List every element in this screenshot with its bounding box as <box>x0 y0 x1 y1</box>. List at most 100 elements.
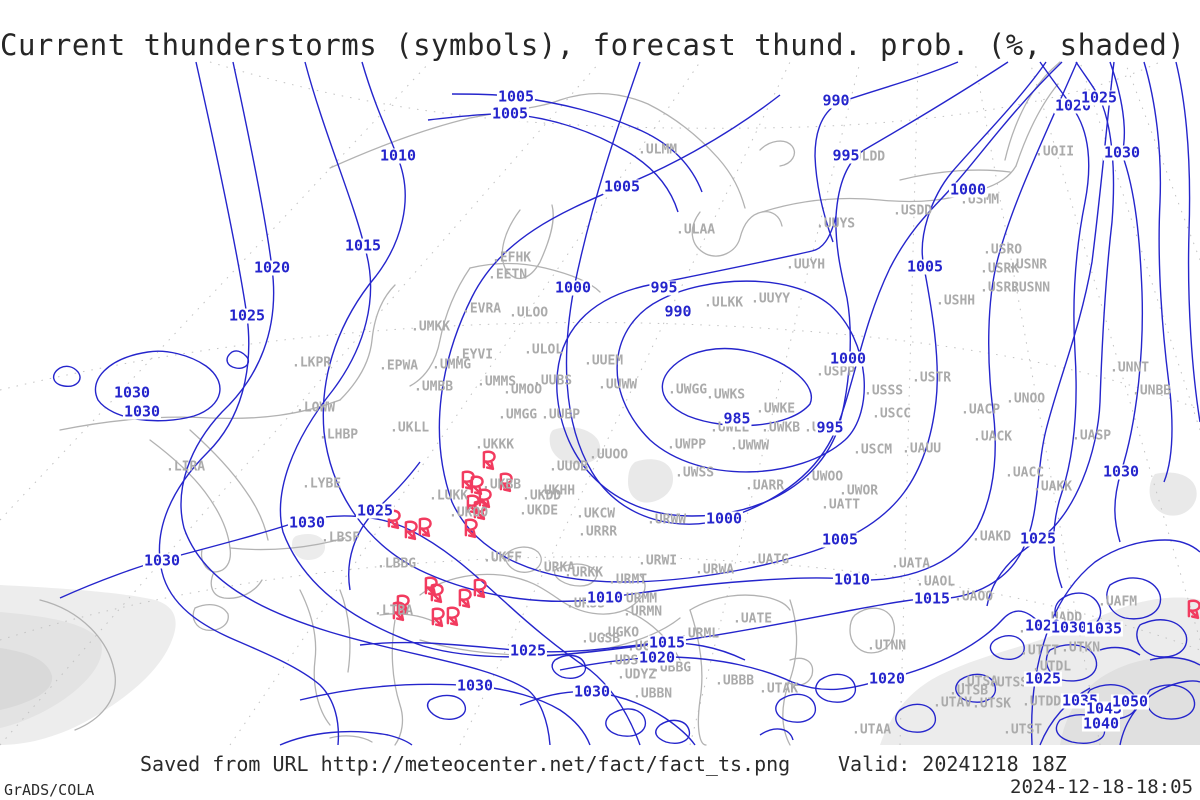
isobar-line <box>1039 687 1091 746</box>
coastline <box>39 599 116 731</box>
thunderstorm-icon <box>482 450 496 471</box>
station-label: .UTSS <box>989 675 1029 691</box>
isobar-label: 1030 <box>122 402 162 421</box>
station-label: .URWA <box>695 562 735 578</box>
isobar-label: 1000 <box>553 278 593 297</box>
isobar-line <box>814 61 959 243</box>
isobar-label: 1020 <box>637 648 677 667</box>
station-label: .UDYZ <box>617 667 657 683</box>
station-label: .UKFF <box>483 550 523 566</box>
isobar-line <box>759 728 794 741</box>
graticule-line <box>0 556 1200 651</box>
isobar-label: 1000 <box>948 180 988 199</box>
isobar-label: 1000 <box>704 509 744 528</box>
station-label: .URWW <box>647 512 687 528</box>
station-label: .UUWW <box>598 377 638 393</box>
coastline <box>504 546 542 573</box>
station-label: .UMMS <box>477 374 517 390</box>
station-label: .UKBB <box>482 477 522 493</box>
valid-time-label: Valid: 20241218 18Z <box>838 752 1067 776</box>
graticule-line <box>974 61 1101 746</box>
station-label: .USCM <box>853 442 893 458</box>
isobar-label: 995 <box>649 278 679 297</box>
station-label: .URML <box>680 626 720 642</box>
station-label: .UWWW <box>730 438 770 454</box>
isobar-label: 1005 <box>490 104 530 123</box>
station-label: .UDSG <box>607 653 647 669</box>
graticule-line <box>209 61 1161 129</box>
station-label: .UTNN <box>867 638 907 654</box>
station-label: .ULMM <box>638 142 678 158</box>
station-label: .UNOO <box>1006 391 1046 407</box>
probability-shade <box>1149 472 1197 516</box>
coastline <box>339 589 351 673</box>
station-label: .URMN <box>623 604 663 620</box>
coastline <box>59 399 341 431</box>
isobar-line <box>279 61 1115 658</box>
isobar-line <box>556 61 1009 517</box>
coastline <box>1015 83 1059 167</box>
isobar-label: 1030 <box>572 682 612 701</box>
station-label: .UTSA <box>959 674 999 690</box>
coastline <box>379 613 436 623</box>
station-label: .LBSF <box>321 530 361 546</box>
station-label: .USDD <box>893 203 933 219</box>
station-label: .USTR <box>912 370 952 386</box>
station-label: .LKPR <box>292 355 332 371</box>
station-label: .UATE <box>733 611 773 627</box>
coastline <box>689 594 791 611</box>
station-label: .UGSB <box>581 631 621 647</box>
isobar-label: 1010 <box>585 588 625 607</box>
isobar-line <box>989 635 1025 660</box>
isobar-line <box>359 641 746 661</box>
station-label: .EYVI <box>454 347 494 363</box>
isobar-line <box>94 350 221 422</box>
isobar-label: 1030 <box>112 383 152 402</box>
coastline <box>899 169 1011 181</box>
coastline <box>624 609 681 661</box>
isobar-line <box>299 683 591 746</box>
station-label: .UWSS <box>675 465 715 481</box>
station-label: .UAKD <box>972 529 1012 545</box>
isobar-line <box>1045 644 1098 682</box>
thunderstorm-icon <box>431 607 445 628</box>
coastline <box>761 165 1017 213</box>
station-label: .UUYY <box>751 291 791 307</box>
graticule-layer <box>0 61 1200 746</box>
isobar-line <box>322 61 1078 602</box>
isobar-label: 1030 <box>455 676 495 695</box>
station-label: .EVRA <box>462 301 502 317</box>
thunderstorm-icon <box>458 588 472 609</box>
station-label: .LYBE <box>302 476 342 492</box>
station-label: .UARR <box>745 478 785 494</box>
station-label: .UTAK <box>759 681 799 697</box>
station-label: .UMGG <box>498 407 538 423</box>
station-label: .UWOR <box>839 483 879 499</box>
isobar-line <box>1175 61 1200 423</box>
station-label: .UACP <box>961 402 1001 418</box>
isobar-label: 1010 <box>832 570 872 589</box>
station-label: .USHH <box>936 293 976 309</box>
isobar-line <box>895 703 937 733</box>
station-label: .UMBB <box>414 379 454 395</box>
station-label: .LBBG <box>377 556 417 572</box>
isobar-line <box>1149 656 1200 666</box>
station-label: .ULOO <box>509 305 549 321</box>
station-label: .EETN <box>488 267 528 283</box>
isobar-line <box>955 673 997 703</box>
station-label: .URKA <box>536 560 576 576</box>
station-label: .URWI <box>638 553 678 569</box>
station-label: .UWKB <box>761 420 801 436</box>
station-label: .USRR <box>980 280 1020 296</box>
isobar-label: 1030 <box>142 551 182 570</box>
isobar-line <box>1143 61 1173 483</box>
station-label: .URKK <box>564 565 604 581</box>
thunderstorm-icon <box>418 517 432 538</box>
isobar-label: 985 <box>722 409 752 428</box>
station-label: .UAOL <box>916 574 956 590</box>
station-label: .URMM <box>618 591 658 607</box>
station-label: .LIRA <box>166 459 206 475</box>
coastline <box>501 204 554 279</box>
station-label: .UKHH <box>536 483 576 499</box>
coastline <box>329 735 373 743</box>
